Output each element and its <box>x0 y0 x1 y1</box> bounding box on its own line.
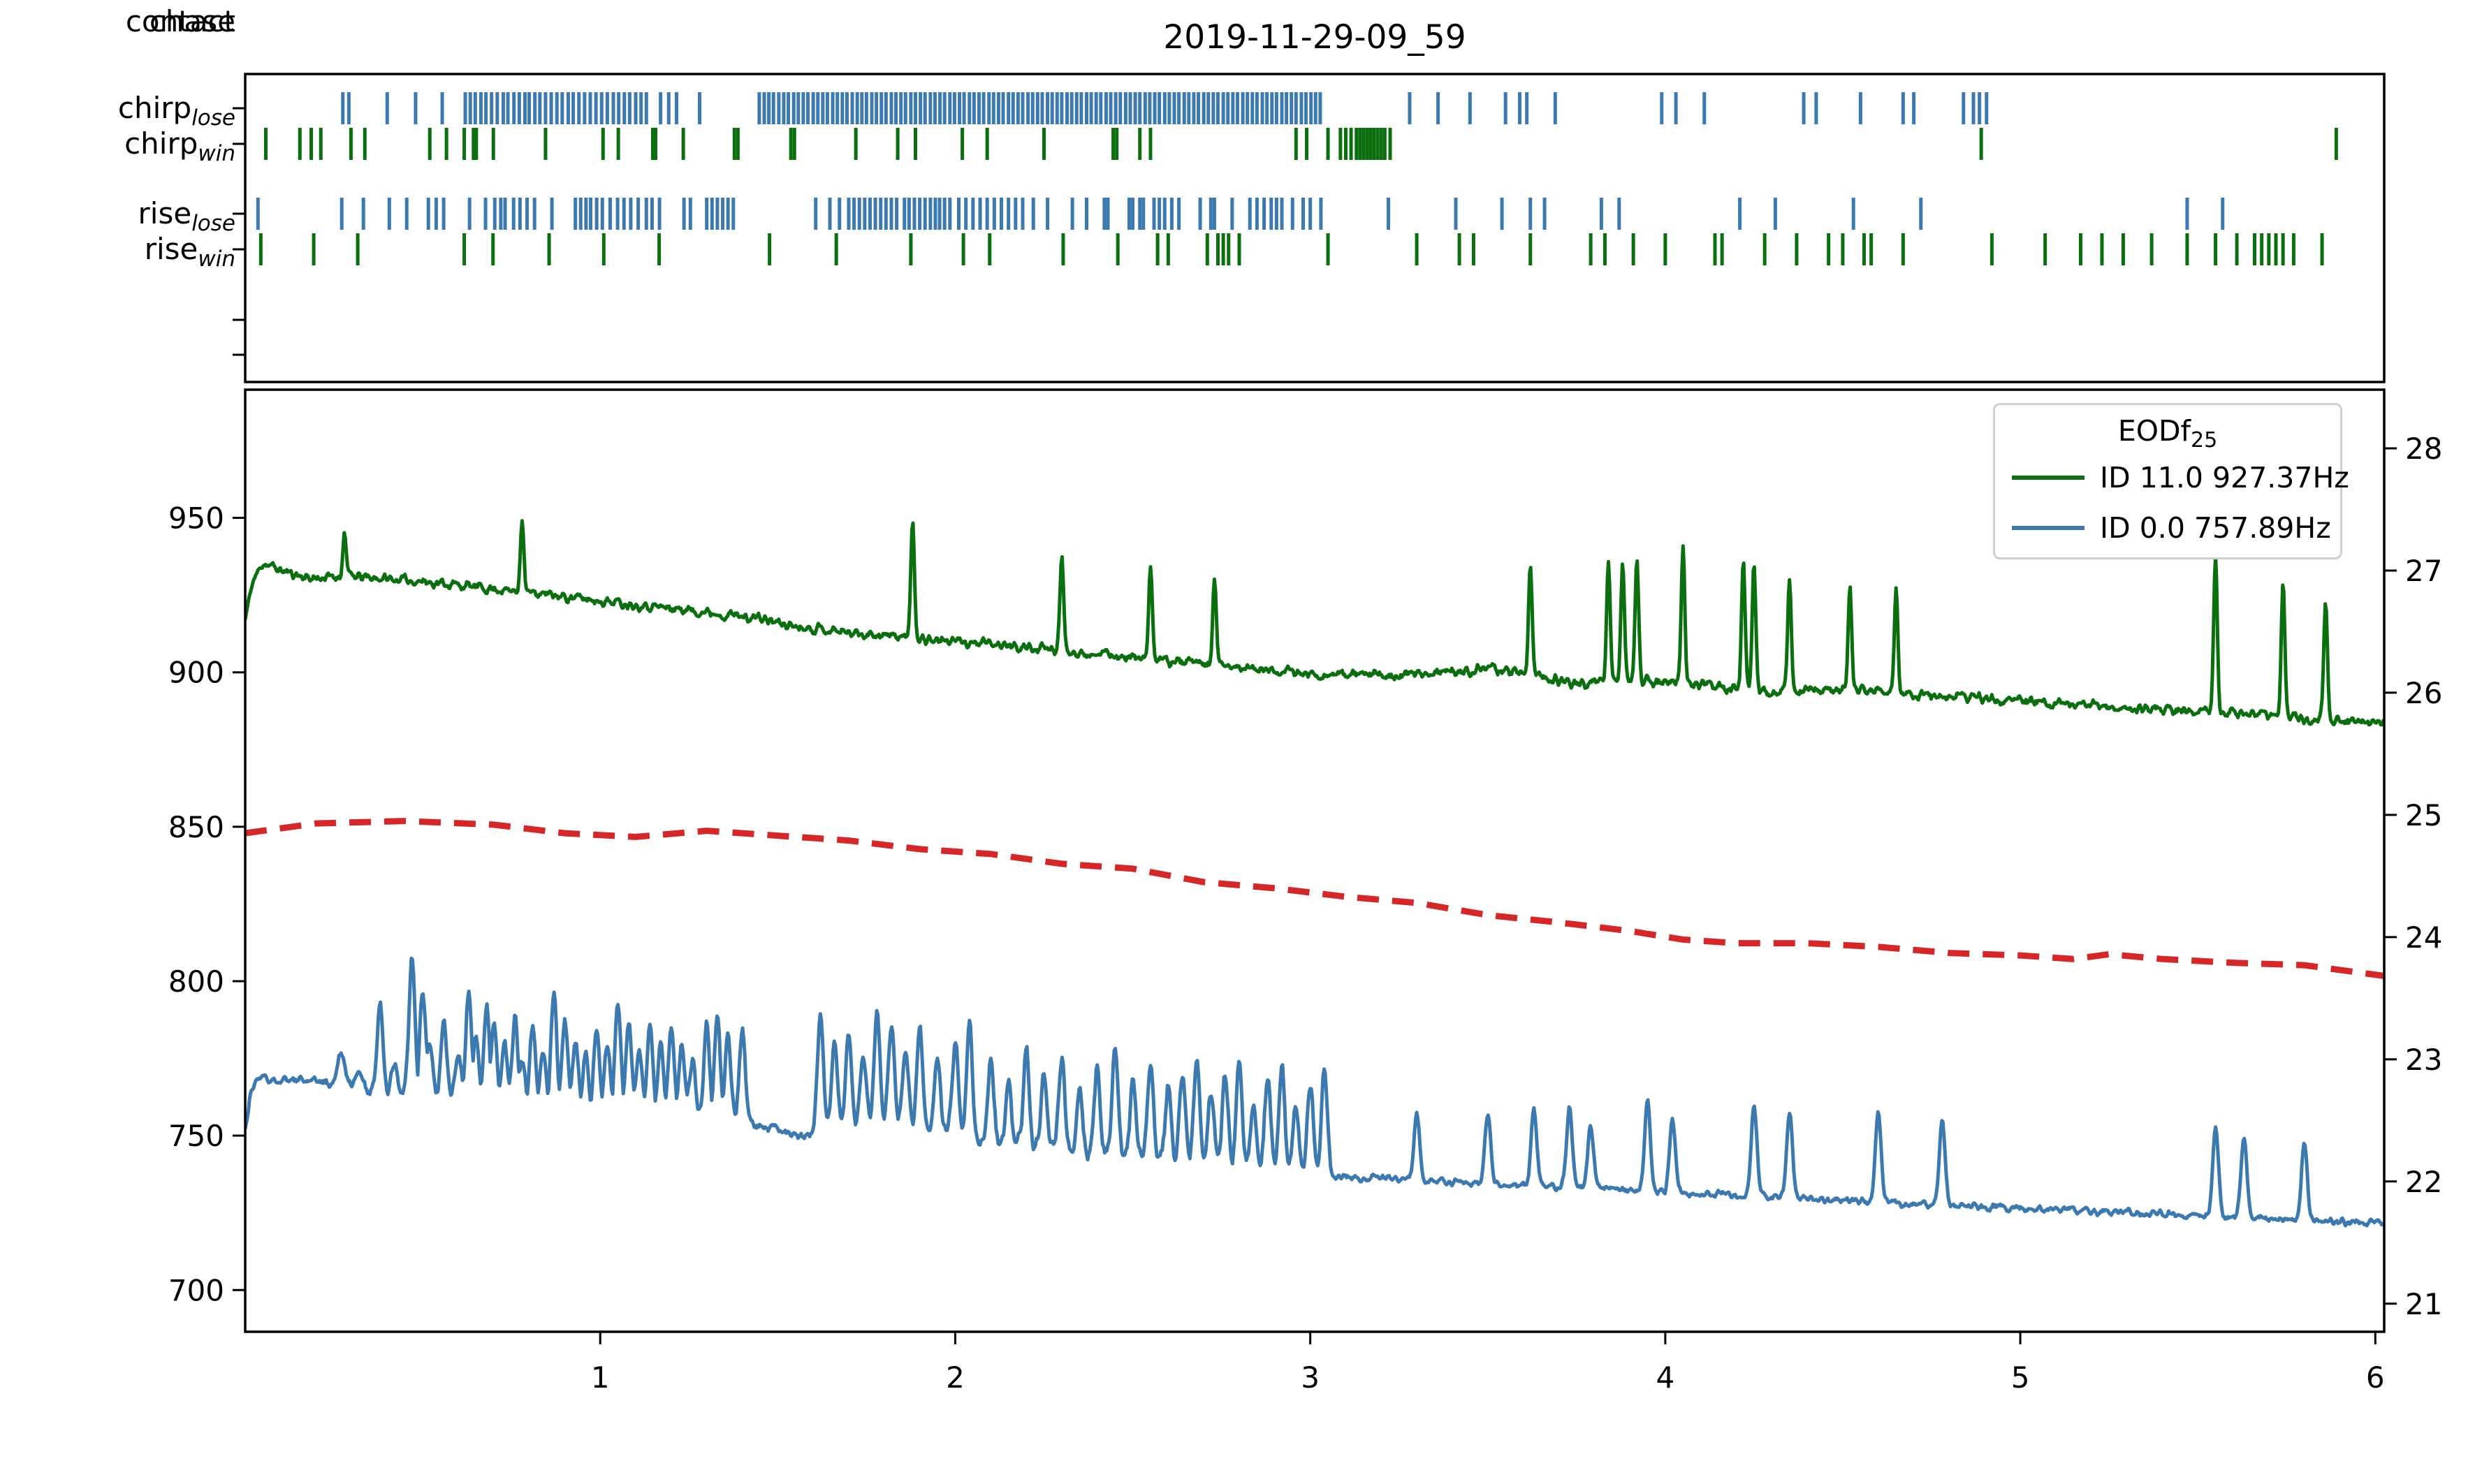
legend-entry-winner: ID 11.0 927.37Hz <box>1995 453 2349 503</box>
temperature-curve <box>245 818 2384 980</box>
legend-title: EODf25 <box>1995 409 2340 453</box>
right-tick-label: 27 <box>2405 554 2442 588</box>
row-label-main: contact <box>125 4 235 38</box>
legend-title-sub: 25 <box>2191 428 2218 453</box>
figure-title: 2019-11-29-09_59 <box>1163 18 1466 57</box>
row-label-sub: win <box>198 247 235 272</box>
left-series-curve-winner_green <box>245 519 2384 727</box>
row-label-main: rise <box>144 232 198 266</box>
right-tick-label: 28 <box>2405 432 2442 466</box>
row-label-chirp-lose: chirplose <box>117 87 235 131</box>
left-tick-label: 900 <box>168 656 224 690</box>
loser-line-swatch <box>2012 526 2085 530</box>
legend-entry-winner-label: ID 11.0 927.37Hz <box>2100 461 2349 494</box>
row-label-chirp-win: chirpwin <box>124 122 235 166</box>
left-tick-label: 850 <box>168 810 224 844</box>
row-label-sub: lose <box>191 211 235 236</box>
legend-title-main: EODf <box>2117 414 2191 448</box>
raster-rise-lose <box>256 198 2225 230</box>
right-tick-label: 25 <box>2405 798 2442 832</box>
row-label-sub: win <box>198 141 235 166</box>
right-tick-label: 21 <box>2405 1287 2442 1321</box>
raster-rise-win <box>258 233 2324 265</box>
row-label-chase: chase <box>149 0 235 43</box>
right-tick-label: 26 <box>2405 676 2442 710</box>
bottom-panel-curves <box>245 519 2384 1228</box>
row-label-contact: contact <box>126 0 235 43</box>
x-tick-label: 2 <box>946 1360 965 1395</box>
x-tick-label: 1 <box>591 1360 610 1395</box>
x-tick-label: 5 <box>2011 1360 2030 1395</box>
left-tick-label: 800 <box>168 964 224 999</box>
bottom-panel-border <box>244 388 2386 1333</box>
legend-entry-loser-label: ID 0.0 757.89Hz <box>2100 511 2331 545</box>
right-axis-ticks: 28 27 26 25 24 23 22 21 <box>2384 432 2442 1321</box>
raster-chirp-lose <box>341 92 1989 124</box>
x-tick-label: 3 <box>1301 1360 1320 1395</box>
right-tick-label: 23 <box>2405 1043 2442 1077</box>
row-label-main: chirp <box>124 126 198 161</box>
winner-line-swatch <box>2012 476 2085 480</box>
raster-chirp-win <box>263 128 2338 160</box>
left-tick-label: 750 <box>168 1119 224 1153</box>
x-axis-ticks: 1 2 3 4 5 6 <box>591 1332 2385 1395</box>
left-tick-label: 950 <box>168 501 224 536</box>
row-label-main: chase <box>149 4 235 38</box>
row-label-main: chirp <box>117 91 192 125</box>
right-tick-label: 22 <box>2405 1165 2442 1199</box>
row-label-rise-lose: riselose <box>138 192 235 236</box>
top-panel-border <box>244 73 2386 383</box>
left-tick-label: 700 <box>168 1273 224 1307</box>
row-label-sub: lose <box>191 105 235 131</box>
x-tick-label: 4 <box>1656 1360 1674 1395</box>
left-axis-ticks: 950 900 850 800 750 700 <box>168 501 245 1307</box>
row-label-main: rise <box>138 196 192 230</box>
right-tick-label: 24 <box>2405 920 2442 955</box>
legend: EODf25 ID 11.0 927.37Hz ID 0.0 757.89Hz <box>1993 403 2349 559</box>
x-tick-label: 6 <box>2366 1360 2385 1395</box>
legend-entry-loser: ID 0.0 757.89Hz <box>1995 503 2340 553</box>
row-label-rise-win: risewin <box>144 228 235 272</box>
left-series-curve-loser_blue <box>245 956 2384 1228</box>
